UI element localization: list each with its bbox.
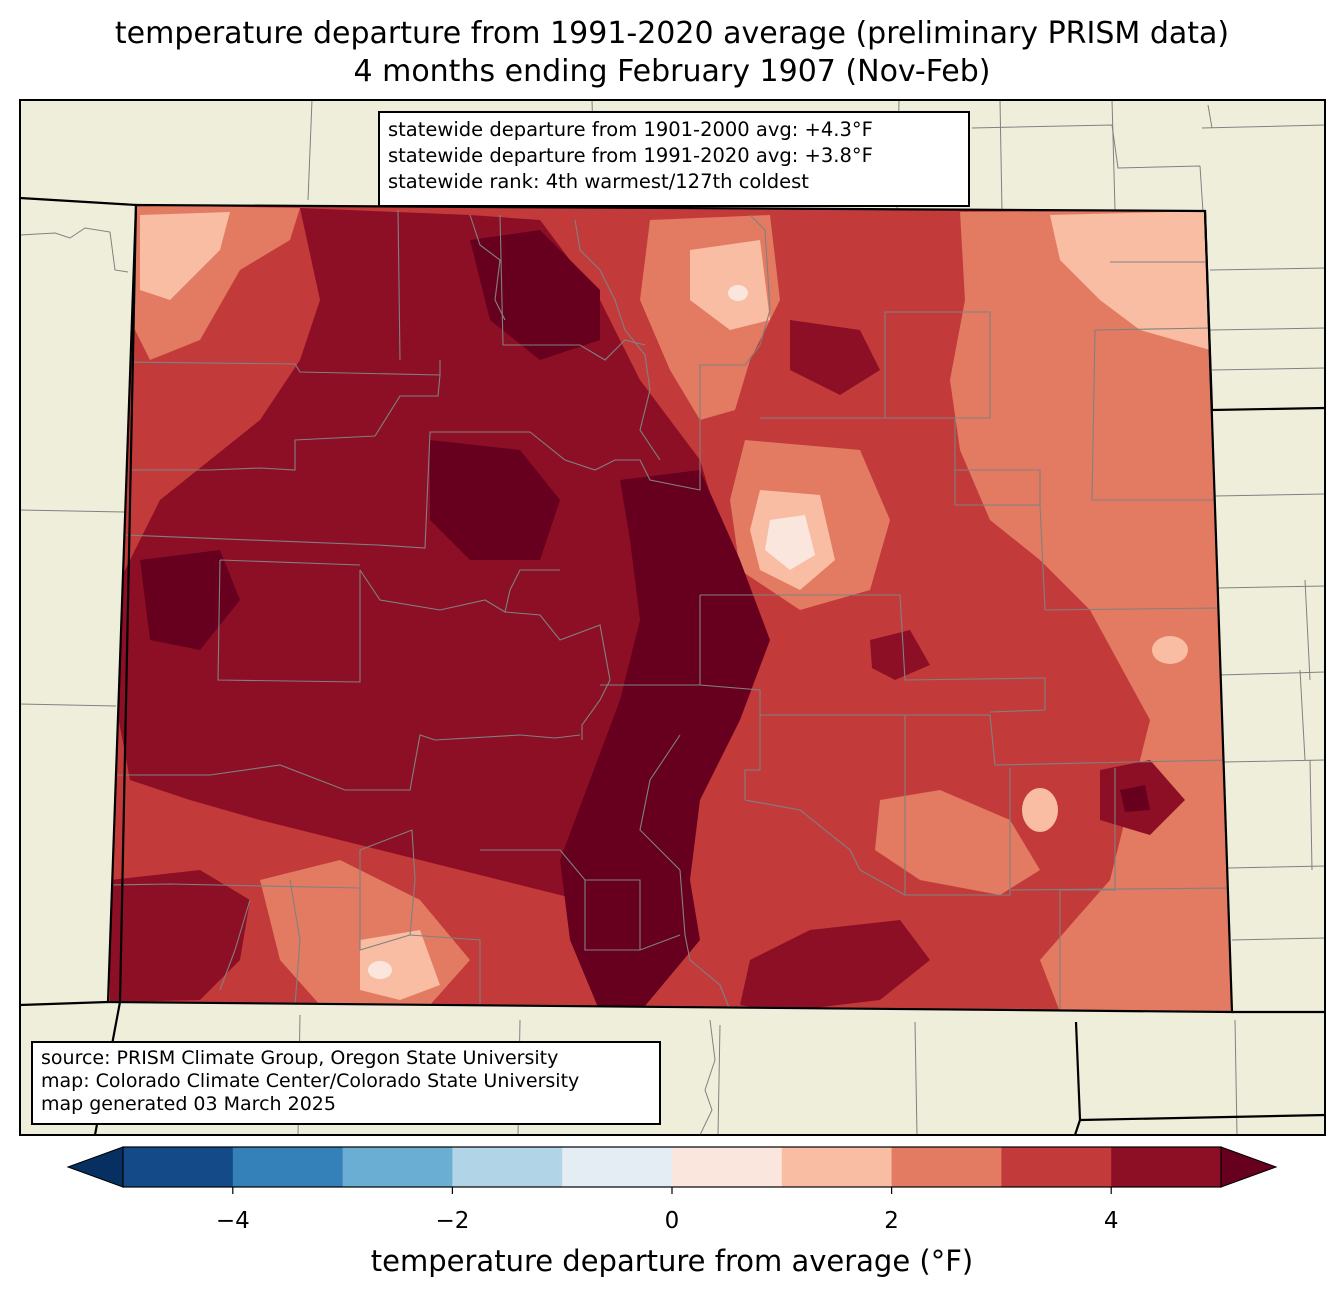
map-frame: [19, 99, 1326, 1136]
field-north-1-2: [690, 240, 770, 330]
colorbar-segment: [1111, 1147, 1222, 1187]
field-southwest-spot-0-1: [368, 961, 392, 979]
colorbar-outline: [122, 1146, 1222, 1188]
map-subtitle: 4 months ending February 1907 (Nov-Feb): [353, 54, 991, 89]
field-frontrange-0-1: [765, 515, 815, 570]
colorbar-segment: [891, 1147, 1002, 1187]
map-title: temperature departure from 1991-2020 ave…: [114, 16, 1230, 51]
field-southeast-corner-2-3: [1110, 880, 1232, 1012]
field-south-core-over-5: [560, 470, 770, 1012]
source-line-generated: map generated 03 March 2025: [41, 1093, 336, 1115]
field-central-4-5: [115, 208, 760, 900]
field-northeast-spot-4-5: [790, 320, 880, 395]
stats-departure-1901-2000: statewide departure from 1901-2000 avg: …: [388, 118, 873, 141]
colorbar-tick-label: 4: [1103, 1208, 1119, 1234]
field-southwest-corner-4-5: [110, 870, 250, 1002]
field-northeast-1-2: [1050, 211, 1210, 350]
colorbar-label: temperature departure from average (°F): [370, 1244, 974, 1278]
field-southeast-spot-1-2: [1022, 788, 1058, 832]
field-south-4-5: [740, 920, 930, 1012]
colorbar-under-triangle: [66, 1146, 124, 1188]
colorbar-segment: [452, 1147, 563, 1187]
field-southeast-2-3: [875, 790, 1040, 895]
colorbar-segment: [562, 1147, 673, 1187]
colorbar-segment: [342, 1147, 453, 1187]
texas-border: [1079, 1113, 1325, 1122]
colorbar-tick-label: −2: [435, 1208, 470, 1234]
field-north-core-over-5: [430, 440, 560, 560]
field-plains-spot-4-5: [870, 630, 930, 680]
field-southwest-1-2: [360, 930, 440, 1000]
colorado-county-lines: [109, 209, 1231, 1012]
colorbar-segment: [123, 1147, 234, 1187]
temperature-departure-field: [108, 205, 1232, 1012]
stats-rank: statewide rank: 4th warmest/127th coldes…: [388, 170, 809, 193]
source-box: source: PRISM Climate Group, Oregon Stat…: [31, 1041, 661, 1125]
colorbar: [66, 1146, 1278, 1194]
stats-departure-1991-2020: statewide departure from 1991-2020 avg: …: [388, 144, 873, 167]
field-east-spot-1-2: [1152, 636, 1188, 664]
field-northwest-1-2: [140, 212, 230, 300]
source-line-map: map: Colorado Climate Center/Colorado St…: [41, 1070, 580, 1092]
colorbar-segment: [672, 1147, 783, 1187]
source-line-prism: source: PRISM Climate Group, Oregon Stat…: [41, 1047, 559, 1069]
colorbar-tick-label: 2: [884, 1208, 899, 1234]
statewide-stats-box: statewide departure from 1901-2000 avg: …: [378, 111, 970, 207]
field-west-core-over-5: [140, 550, 240, 650]
colorbar-segment: [232, 1147, 344, 1187]
utah-wyoming-border: [20, 196, 137, 207]
colorbar-segment: [1001, 1147, 1112, 1187]
colorbar-tick-label: −4: [215, 1208, 250, 1234]
colorbar-over-triangle: [1220, 1146, 1278, 1188]
colorbar-segment: [781, 1147, 893, 1187]
colorbar-tick-label: 0: [664, 1208, 680, 1234]
field-east-core-over-5: [1120, 785, 1150, 812]
field-north-spot-0-1: [728, 285, 748, 301]
nebraska-kansas-border: [1203, 210, 1325, 412]
arizona-border: [20, 1000, 109, 1007]
